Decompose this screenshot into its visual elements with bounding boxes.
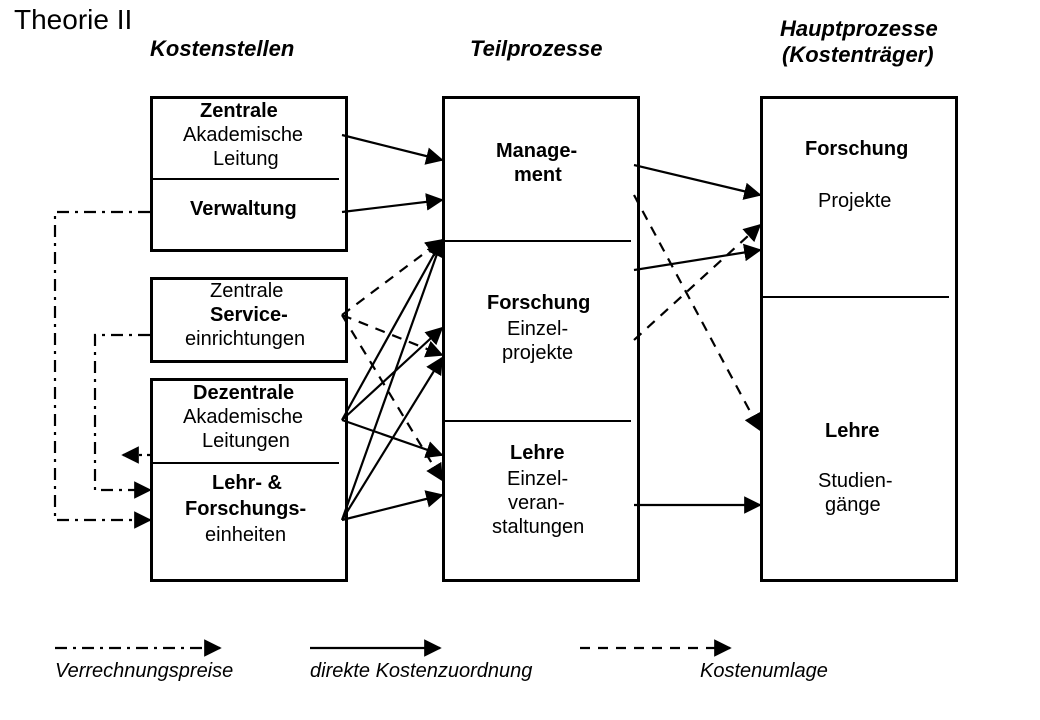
arrows-layer — [0, 0, 1040, 720]
diagram-stage: Theorie II Kostenstellen Teilprozesse Ha… — [0, 0, 1040, 720]
